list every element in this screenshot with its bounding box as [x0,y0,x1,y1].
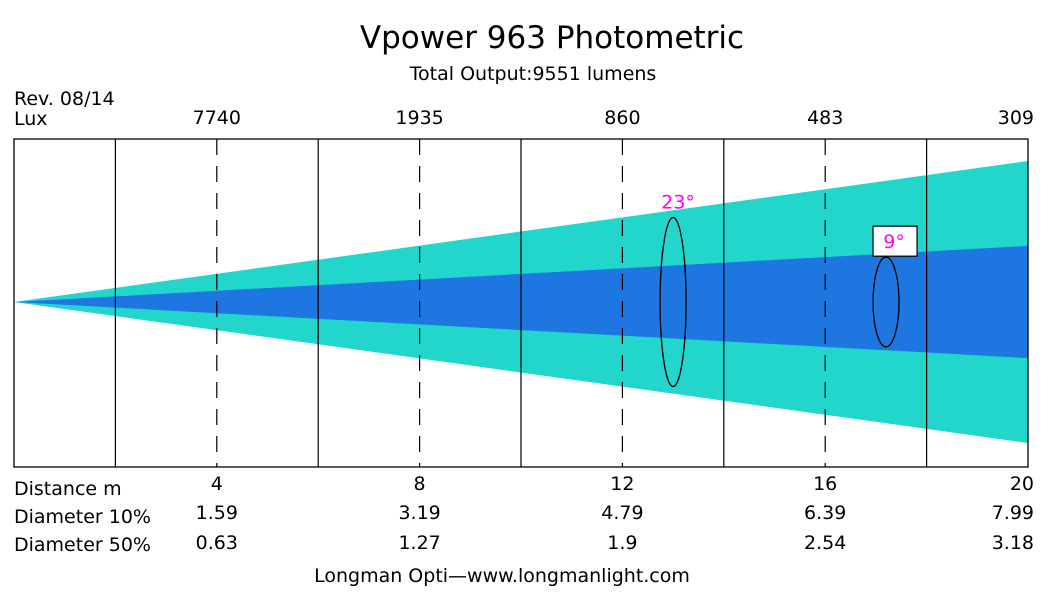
lux-label: Lux [14,108,48,130]
revision-label: Rev. 08/14 [14,88,115,110]
lux-value-3: 483 [807,107,843,129]
distance-row-label: Distance m [14,478,122,500]
diameter-10-value-4: 7.99 [992,502,1034,524]
footer-text: Longman Opti—www.longmanlight.com [314,565,690,587]
beam-angle-ellipse-0 [659,216,687,388]
distance-value-0: 4 [211,473,223,495]
diameter-50-value-3: 2.54 [804,532,846,554]
beam-angle-label-1: 9° [883,231,905,253]
chart-subtitle: Total Output:9551 lumens [409,63,657,85]
diameter-50-value-4: 3.18 [992,532,1034,554]
diameter-10-value-1: 3.19 [398,502,440,524]
beam-angle-label-0: 23° [661,191,695,213]
beam-angle-box-1 [872,225,918,257]
lux-value-0: 7740 [193,107,241,129]
distance-value-4: 20 [1010,473,1034,495]
diameter-50-value-2: 1.9 [607,532,637,554]
chart-title: Vpower 963 Photometric [360,20,744,56]
lux-value-2: 860 [604,107,640,129]
lux-value-4: 309 [998,107,1034,129]
diameter-10-value-2: 4.79 [601,502,643,524]
diameter-10-value-3: 6.39 [804,502,846,524]
diameter-10-row-label: Diameter 10% [14,506,151,528]
diameter-50-value-1: 1.27 [398,532,440,554]
lux-value-1: 1935 [395,107,443,129]
diameter-10-value-0: 1.59 [196,502,238,524]
beam-angle-ellipse-1 [872,256,900,348]
diameter-50-value-0: 0.63 [196,532,238,554]
plot-area: 7740 4 1.59 0.63 1935 8 3.19 1.27 860 12 4.79 1.9 48… [13,107,1034,554]
plot-frame [13,138,1029,468]
distance-value-3: 16 [813,473,837,495]
distance-value-2: 12 [610,473,634,495]
diameter-50-row-label: Diameter 50% [14,534,151,556]
distance-value-1: 8 [414,473,426,495]
